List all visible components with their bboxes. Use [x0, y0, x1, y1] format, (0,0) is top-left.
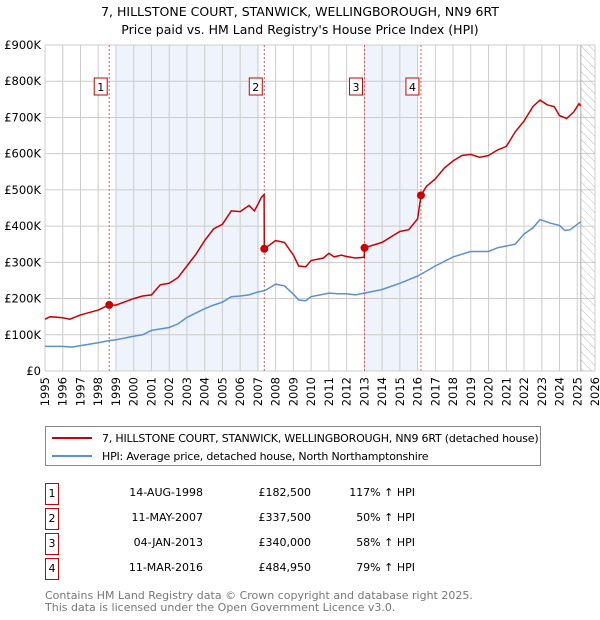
sale-label: 1 — [97, 81, 104, 94]
x-tick-label: 2016 — [411, 377, 425, 406]
x-tick-label: 2020 — [482, 377, 496, 406]
transaction-date: 11-MAR-2016 — [128, 561, 203, 574]
x-tick-label: 2001 — [144, 377, 158, 406]
x-tick-label: 2018 — [446, 377, 460, 406]
sale-label: 3 — [353, 81, 360, 94]
x-tick-label: 1999 — [109, 377, 123, 406]
footer-licence: This data is licensed under the Open Gov… — [45, 601, 396, 614]
chart-subtitle: Price paid vs. HM Land Registry's House … — [121, 22, 479, 37]
sale-point — [416, 191, 425, 200]
x-tick-label: 2006 — [233, 377, 247, 406]
x-tick-label: 2003 — [180, 377, 194, 406]
sale-point — [105, 300, 114, 309]
x-tick-label: 1995 — [38, 377, 52, 406]
legend-label-property: 7, HILLSTONE COURT, STANWICK, WELLINGBOR… — [102, 431, 539, 445]
x-tick-label: 2004 — [198, 377, 212, 406]
y-tick-label: £0 — [26, 364, 41, 378]
x-tick-label: 2026 — [588, 377, 600, 406]
x-tick-label: 2015 — [393, 377, 407, 406]
transaction-date: 04-JAN-2013 — [133, 536, 203, 549]
transaction-price: £182,500 — [258, 486, 312, 499]
y-tick-label: £900K — [4, 38, 41, 52]
x-tick-label: 2021 — [499, 377, 513, 406]
legend-label-hpi: HPI: Average price, detached house, Nort… — [102, 449, 429, 463]
transaction-price: £340,000 — [258, 536, 312, 549]
x-tick-label: 2017 — [428, 377, 442, 406]
sale-point — [360, 243, 369, 252]
marker-badge: 1 — [45, 483, 59, 505]
x-tick-label: 2008 — [269, 377, 283, 406]
marker-badge: 2 — [45, 508, 59, 530]
y-tick-label: £300K — [4, 255, 41, 269]
x-tick-label: 2022 — [517, 377, 531, 406]
chart-legend: 7, HILLSTONE COURT, STANWICK, WELLINGBOR… — [45, 426, 542, 466]
hpi-line — [45, 218, 582, 348]
sale-label: 2 — [252, 81, 259, 94]
x-tick-label: 2005 — [215, 377, 229, 406]
x-tick-label: 2025 — [570, 377, 584, 406]
y-tick-label: £700K — [4, 110, 41, 124]
marker-badge: 4 — [45, 558, 59, 580]
x-tick-label: 2007 — [251, 377, 265, 406]
sale-point — [260, 244, 269, 253]
x-tick-label: 1997 — [73, 377, 87, 406]
x-tick-label: 2009 — [286, 377, 300, 406]
forecast-hatch — [580, 45, 595, 371]
transaction-price: £484,950 — [258, 561, 312, 574]
sale-label-box — [93, 77, 108, 96]
x-tick-label: 2002 — [162, 377, 176, 406]
marker-badge: 3 — [45, 533, 59, 555]
x-tick-label: 2013 — [357, 377, 371, 406]
x-tick-label: 2024 — [553, 377, 567, 406]
y-tick-label: £200K — [4, 292, 41, 306]
price-chart: 1995 1996 1997 1998 1999 2000 2001 2002 2003 2004… — [4, 38, 600, 406]
sale-label-box — [248, 77, 263, 96]
x-tick-label: 2014 — [375, 377, 389, 406]
chart-title: 7, HILLSTONE COURT, STANWICK, WELLINGBOR… — [101, 4, 499, 19]
transaction-price: £337,500 — [258, 511, 312, 524]
sale-label-box — [349, 77, 364, 96]
transaction-hpi: 79% ↑ HPI — [356, 561, 415, 574]
transaction-date: 11-MAY-2007 — [131, 511, 203, 524]
y-tick-label: £600K — [4, 147, 41, 161]
footer: Contains HM Land Registry data © Crown c… — [45, 590, 473, 614]
x-tick-label: 2000 — [127, 377, 141, 406]
x-tick-label: 2023 — [535, 377, 549, 406]
x-tick-label: 2010 — [304, 377, 318, 406]
footer-copyright: Contains HM Land Registry data © Crown c… — [45, 589, 473, 602]
y-tick-label: £500K — [4, 183, 41, 197]
y-tick-label: £800K — [4, 74, 41, 88]
y-tick-label: £400K — [4, 219, 41, 233]
transaction-hpi: 117% ↑ HPI — [349, 486, 415, 499]
sale-label-box — [405, 77, 420, 96]
legend-swatch-hpi — [52, 455, 92, 457]
x-tick-label: 2019 — [464, 377, 478, 406]
shaded-band — [115, 45, 260, 371]
shaded-band — [364, 45, 418, 371]
sale-label: 4 — [409, 81, 416, 94]
transaction-hpi: 58% ↑ HPI — [356, 536, 415, 549]
y-tick-label: £100K — [4, 328, 41, 342]
x-tick-label: 1996 — [56, 377, 70, 406]
x-tick-label: 2011 — [322, 377, 336, 406]
x-tick-label: 1998 — [91, 377, 105, 406]
transaction-hpi: 50% ↑ HPI — [356, 511, 415, 524]
x-tick-label: 2012 — [340, 377, 354, 406]
transaction-date: 14-AUG-1998 — [129, 486, 203, 499]
legend-swatch-property — [52, 437, 92, 439]
price-paid-line — [44, 99, 582, 320]
